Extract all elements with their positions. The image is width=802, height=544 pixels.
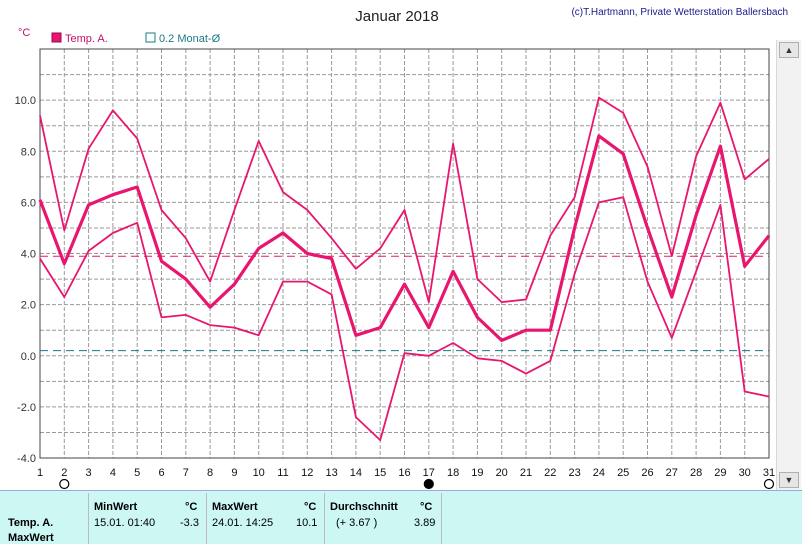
x-tick-label: 7 xyxy=(183,467,189,479)
x-tick-label: 6 xyxy=(158,467,164,479)
min-value: -3.3 xyxy=(180,517,199,529)
plot-frame xyxy=(39,48,770,459)
legend-swatch-avg xyxy=(145,32,156,43)
moon-full-icon xyxy=(59,478,70,490)
y-tick-label: 8.0 xyxy=(21,146,36,158)
x-tick-label: 22 xyxy=(544,467,556,479)
scroll-down-arrow-icon[interactable]: ▼ xyxy=(779,472,799,488)
vertical-scrollbar[interactable]: ▲ ▼ xyxy=(776,40,801,490)
x-tick-label: 1 xyxy=(37,467,43,479)
min-header: MinWert xyxy=(94,501,138,513)
y-tick-label: 10.0 xyxy=(15,95,36,107)
x-tick-label: 23 xyxy=(568,467,580,479)
x-tick-label: 9 xyxy=(231,467,237,479)
max-header: MaxWert xyxy=(212,501,258,513)
x-tick-label: 16 xyxy=(398,467,410,479)
x-tick-label: 5 xyxy=(134,467,140,479)
x-tick-label: 28 xyxy=(690,467,702,479)
x-tick-label: 10 xyxy=(253,467,265,479)
x-tick-label: 21 xyxy=(520,467,532,479)
x-tick-label: 27 xyxy=(666,467,678,479)
x-tick-label: 13 xyxy=(325,467,337,479)
y-tick-label: 6.0 xyxy=(21,197,36,209)
min-time: 15.01. 01:40 xyxy=(94,517,156,529)
scroll-up-arrow-icon[interactable]: ▲ xyxy=(779,42,799,58)
x-tick-label: 30 xyxy=(739,467,751,479)
x-tick-label: 25 xyxy=(617,467,629,479)
max-time: 24.01. 14:25 xyxy=(212,517,274,529)
stats-divider xyxy=(441,493,442,544)
x-tick-label: 26 xyxy=(641,467,653,479)
x-tick-label: 29 xyxy=(714,467,726,479)
y-tick-label: -4.0 xyxy=(17,453,36,465)
avg-diff: (+ 3.67 ) xyxy=(336,517,378,529)
min-unit-header: °C xyxy=(185,501,198,513)
stats-row-label: MaxWert xyxy=(8,532,54,544)
y-tick-label: -2.0 xyxy=(17,402,36,414)
stats-divider xyxy=(206,493,207,544)
series-line-mean xyxy=(38,134,771,342)
x-tick-label: 4 xyxy=(110,467,116,479)
y-tick-label: 2.0 xyxy=(21,300,36,312)
x-tick-label: 15 xyxy=(374,467,386,479)
max-unit-header: °C xyxy=(304,501,317,513)
chart: Januar 2018 (c)T.Hartmann, Private Wette… xyxy=(15,7,788,490)
x-tick-label: 8 xyxy=(207,467,213,479)
stats-row-label: Temp. A. xyxy=(8,517,54,529)
x-tick-label: 31 xyxy=(763,467,775,479)
legend-swatch-temp xyxy=(51,32,62,43)
x-tick-label: 11 xyxy=(277,467,288,479)
unit-label: °C xyxy=(18,27,30,39)
x-tick-label: 2 xyxy=(61,467,67,479)
x-tick-label: 3 xyxy=(86,467,92,479)
stats-panel: Temp. A. MaxWert MinWert °C 15.01. 01:40… xyxy=(0,490,802,544)
x-tick-label: 19 xyxy=(471,467,483,479)
series-line-min xyxy=(39,196,770,442)
credit-text: (c)T.Hartmann, Private Wetterstation Bal… xyxy=(571,7,788,18)
series-line-max xyxy=(39,96,770,304)
max-value: 10.1 xyxy=(296,517,318,529)
legend-label-avg: 0.2 Monat-Ø xyxy=(159,33,221,45)
moon-full-icon xyxy=(763,478,775,490)
legend-label-temp: Temp. A. xyxy=(65,33,108,45)
x-tick-label: 24 xyxy=(593,467,605,479)
x-tick-label: 20 xyxy=(496,467,508,479)
stats-divider xyxy=(88,493,89,544)
x-tick-label: 12 xyxy=(301,467,313,479)
x-tick-label: 18 xyxy=(447,467,459,479)
avg-value: 3.89 xyxy=(414,517,436,529)
y-tick-label: 0.0 xyxy=(21,351,36,363)
avg-header: Durchschnitt xyxy=(330,501,398,513)
x-tick-label: 17 xyxy=(423,467,435,479)
stats-divider xyxy=(324,493,325,544)
moon-new-icon xyxy=(423,478,434,490)
avg-unit-header: °C xyxy=(420,501,433,513)
x-tick-label: 14 xyxy=(350,467,362,479)
y-tick-label: 4.0 xyxy=(21,249,36,261)
chart-title: Januar 2018 xyxy=(355,8,438,25)
